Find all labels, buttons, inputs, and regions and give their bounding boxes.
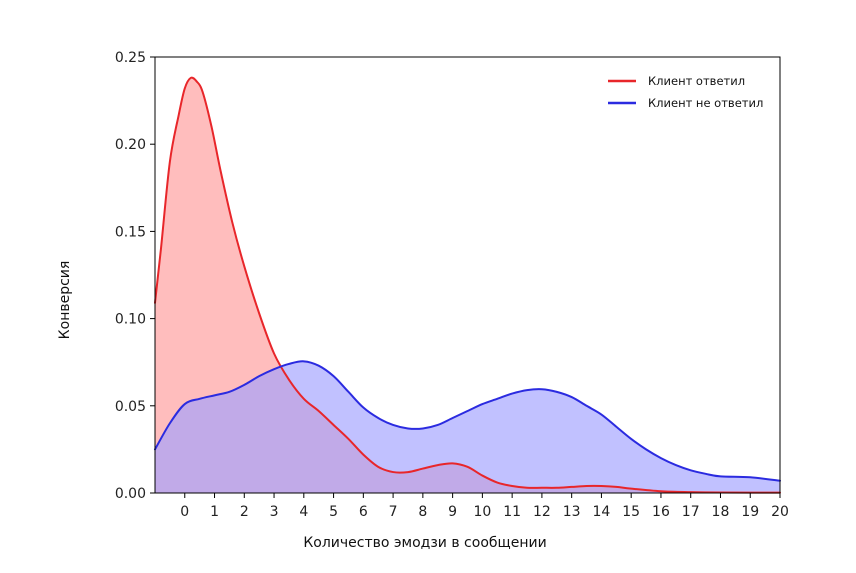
x-tick-label: 1 bbox=[210, 504, 219, 520]
series-2-line bbox=[154, 360, 781, 482]
x-tick-label: 9 bbox=[448, 504, 457, 520]
x-tick-label: 16 bbox=[652, 504, 670, 520]
y-axis: 0.00 0.05 0.10 0.15 0.20 0.25 bbox=[115, 50, 155, 502]
y-tick-label: 0.10 bbox=[115, 312, 146, 328]
y-tick-label: 0.25 bbox=[115, 50, 146, 66]
x-tick-label: 13 bbox=[563, 504, 581, 520]
x-tick-label: 6 bbox=[359, 504, 368, 520]
x-tick-label: 19 bbox=[741, 504, 759, 520]
legend-label-2: Клиент не ответил bbox=[648, 96, 763, 110]
x-tick-label: 3 bbox=[270, 504, 279, 520]
series-2-area bbox=[155, 361, 780, 493]
x-tick-label: 5 bbox=[329, 504, 338, 520]
series-areas bbox=[155, 77, 780, 493]
y-tick-label: 0.05 bbox=[115, 399, 146, 415]
legend-label-1: Клиент ответил bbox=[648, 74, 745, 88]
x-tick-label: 12 bbox=[533, 504, 551, 520]
x-tick-label: 7 bbox=[389, 504, 398, 520]
x-tick-label: 20 bbox=[771, 504, 789, 520]
x-tick-label: 18 bbox=[712, 504, 730, 520]
x-tick-label: 10 bbox=[473, 504, 491, 520]
x-tick-label: 14 bbox=[593, 504, 611, 520]
x-tick-label: 4 bbox=[299, 504, 308, 520]
x-tick-label: 15 bbox=[622, 504, 640, 520]
x-tick-label: 2 bbox=[240, 504, 249, 520]
x-tick-label: 8 bbox=[418, 504, 427, 520]
plot-frame bbox=[154, 56, 781, 494]
y-tick-label: 0.15 bbox=[115, 224, 146, 240]
x-tick-label: 11 bbox=[503, 504, 521, 520]
y-tick-label: 0.00 bbox=[115, 486, 146, 502]
x-tick-label: 0 bbox=[180, 504, 189, 520]
y-axis-title: Конверсия bbox=[57, 261, 73, 340]
x-axis-title: Количество эмодзи в сообщении bbox=[303, 535, 546, 551]
x-tick-label: 17 bbox=[682, 504, 700, 520]
legend: Клиент ответил Клиент не ответил bbox=[608, 74, 763, 110]
series-lines bbox=[154, 76, 781, 494]
y-tick-label: 0.20 bbox=[115, 137, 146, 153]
series-1-line bbox=[154, 76, 781, 494]
x-axis: 0 1 2 3 4 5 6 7 8 9 10 11 12 13 14 15 16 17 18 19 20 bbox=[180, 493, 789, 520]
